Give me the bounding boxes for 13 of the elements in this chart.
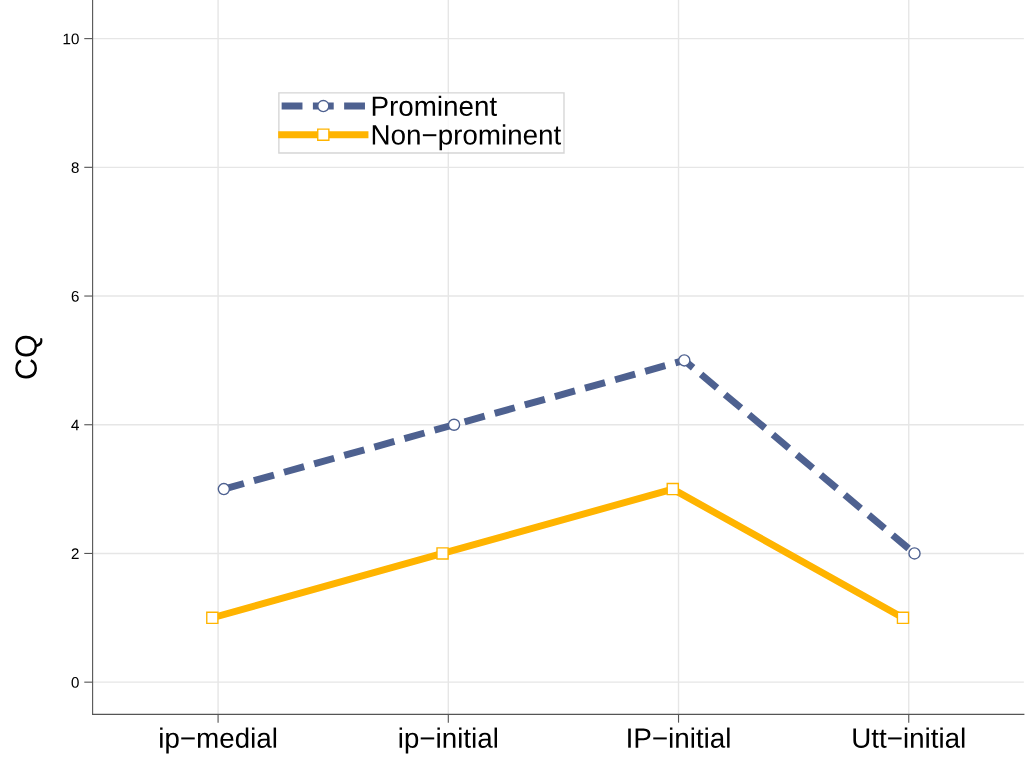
x-tick-label: ip−medial [160,727,277,754]
y-tick-label: 0 [71,677,79,688]
legend-label: Non−prominent [372,124,562,151]
legend-label: Prominent [372,95,497,117]
y-tick-label: 4 [71,419,79,431]
y-tick-label: 6 [71,290,79,302]
y-tick-label: 2 [71,548,79,559]
y-axis-title: CQ [15,335,43,379]
y-tick-label: 8 [71,162,79,174]
x-tick-label: Utt−initial [853,727,965,748]
x-tick-label: ip−initial [399,727,498,754]
y-tick-label: 10 [63,33,79,45]
x-tick-label: IP−initial [628,727,730,748]
